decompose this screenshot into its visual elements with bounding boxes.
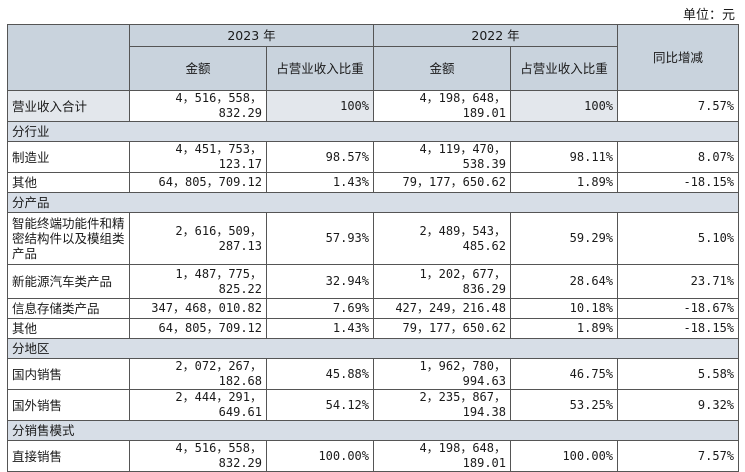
cell-amount-2022: 4，198，648，189.01 xyxy=(373,90,512,122)
cell-amount-2023: 64，805，709.12 xyxy=(129,172,267,193)
cell-yoy: 23.71% xyxy=(617,264,740,299)
section-title: 分行业 xyxy=(6,121,740,142)
cell-amount-2022: 427，249，216.48 xyxy=(373,298,512,319)
cell-amount-2022: 79，177，650.62 xyxy=(373,172,512,193)
row-label: 信息存储类产品 xyxy=(7,298,130,319)
cell-yoy: 8.07% xyxy=(617,141,740,173)
cell-amount-2023: 347，468，010.82 xyxy=(129,298,267,319)
cell-amount-2022: 1，962，780，994.63 xyxy=(373,358,512,390)
header-2022: 2022 年 xyxy=(373,24,619,47)
cell-ratio-2023: 98.57% xyxy=(265,141,375,173)
cell-yoy: -18.15% xyxy=(617,318,740,339)
cell-amount-2023: 2，072，267，182.68 xyxy=(129,358,267,390)
row-label: 营业收入合计 xyxy=(7,90,130,122)
header-amount-2022: 金额 xyxy=(373,46,512,91)
row-label: 新能源汽车类产品 xyxy=(7,264,130,299)
cell-yoy: 5.10% xyxy=(617,212,740,265)
section-title: 分地区 xyxy=(6,338,740,359)
row-label: 直接销售 xyxy=(7,440,130,472)
cell-ratio-2022: 1.89% xyxy=(510,172,619,193)
row-label: 国外销售 xyxy=(7,389,130,421)
cell-ratio-2023: 7.69% xyxy=(265,298,375,319)
row-label: 其他 xyxy=(7,318,130,339)
cell-amount-2022: 1，202，677，836.29 xyxy=(373,264,512,299)
table-row: 信息存储类产品 347，468，010.82 7.69% 427，249，216… xyxy=(7,298,740,319)
table-row: 其他 64，805，709.12 1.43% 79，177，650.62 1.8… xyxy=(7,172,740,193)
row-label: 制造业 xyxy=(7,141,130,173)
cell-amount-2022: 4，198，648，189.01 xyxy=(373,440,512,472)
row-label: 国内销售 xyxy=(7,358,130,390)
cell-ratio-2023: 1.43% xyxy=(265,172,375,193)
unit-label: 单位：元 xyxy=(682,8,735,23)
table-row: 新能源汽车类产品 1，487，775，825.22 32.94% 1，202，6… xyxy=(7,264,740,299)
cell-amount-2022: 4，119，470，538.39 xyxy=(373,141,512,173)
header-2023: 2023 年 xyxy=(128,24,375,47)
cell-ratio-2023: 45.88% xyxy=(265,358,375,390)
cell-yoy: 7.57% xyxy=(617,440,740,472)
section-row-sales-mode: 分销售模式 xyxy=(6,420,740,441)
section-row-industry: 分行业 xyxy=(6,121,740,142)
cell-ratio-2022: 53.25% xyxy=(510,389,619,421)
cell-ratio-2023: 1.43% xyxy=(265,318,375,339)
table-row: 智能终端功能件和精密结构件以及模组类产品 2，616，509，287.13 57… xyxy=(7,212,740,265)
cell-amount-2023: 4，516，558，832.29 xyxy=(129,90,267,122)
cell-yoy: -18.67% xyxy=(617,298,740,319)
cell-yoy: 7.57% xyxy=(617,90,740,122)
cell-yoy: 9.32% xyxy=(617,389,740,421)
cell-amount-2022: 79，177，650.62 xyxy=(373,318,512,339)
cell-ratio-2023: 100% xyxy=(265,90,375,122)
table-row: 其他 64，805，709.12 1.43% 79，177，650.62 1.8… xyxy=(7,318,740,339)
header-row-years: 2023 年 2022 年 同比增减 xyxy=(7,24,740,91)
header-corner xyxy=(7,24,130,91)
section-row-product: 分产品 xyxy=(6,192,740,213)
cell-ratio-2023: 100.00% xyxy=(265,440,375,472)
header-ratio-2023: 占营业收入比重 xyxy=(265,46,375,91)
header-amount-2023: 金额 xyxy=(129,46,267,91)
table-row: 制造业 4，451，753，123.17 98.57% 4，119，470，53… xyxy=(7,141,740,173)
cell-amount-2023: 4，451，753，123.17 xyxy=(129,141,267,173)
table-row: 国外销售 2，444，291，649.61 54.12% 2，235，867，1… xyxy=(7,389,740,421)
cell-ratio-2022: 46.75% xyxy=(510,358,619,390)
cell-ratio-2022: 100.00% xyxy=(510,440,619,472)
section-title: 分产品 xyxy=(6,192,740,213)
table-row: 直接销售 4，516，558，832.29 100.00% 4，198，648，… xyxy=(7,440,740,472)
section-row-region: 分地区 xyxy=(6,338,740,359)
header-row-columns: 金额 占营业收入比重 金额 占营业收入比重 xyxy=(8,46,739,91)
cell-ratio-2022: 59.29% xyxy=(510,212,619,265)
cell-amount-2022: 2，235，867，194.38 xyxy=(373,389,512,421)
cell-ratio-2022: 98.11% xyxy=(510,141,619,173)
cell-amount-2023: 4，516，558，832.29 xyxy=(129,440,267,472)
cell-ratio-2023: 57.93% xyxy=(265,212,375,265)
cell-ratio-2022: 10.18% xyxy=(510,298,619,319)
cell-amount-2023: 2，444，291，649.61 xyxy=(129,389,267,421)
row-label: 其他 xyxy=(7,172,130,193)
table-row: 国内销售 2，072，267，182.68 45.88% 1，962，780，9… xyxy=(7,358,740,390)
row-label: 智能终端功能件和精密结构件以及模组类产品 xyxy=(7,212,130,265)
cell-ratio-2022: 100% xyxy=(510,90,619,122)
header-yoy: 同比增减 xyxy=(617,24,740,91)
cell-amount-2023: 1，487，775，825.22 xyxy=(129,264,267,299)
cell-ratio-2023: 32.94% xyxy=(265,264,375,299)
table-row-total: 营业收入合计 4，516，558，832.29 100% 4，198，648，1… xyxy=(7,90,740,122)
revenue-table: 2023 年 2022 年 同比增减 金额 占营业收入比重 金额 占营业收入比重… xyxy=(6,24,740,472)
cell-amount-2023: 2，616，509，287.13 xyxy=(129,212,267,265)
cell-ratio-2023: 54.12% xyxy=(265,389,375,421)
cell-amount-2022: 2，489，543，485.62 xyxy=(373,212,512,265)
cell-yoy: 5.58% xyxy=(617,358,740,390)
cell-ratio-2022: 28.64% xyxy=(510,264,619,299)
cell-ratio-2022: 1.89% xyxy=(510,318,619,339)
section-title: 分销售模式 xyxy=(6,420,740,441)
header-ratio-2022: 占营业收入比重 xyxy=(510,46,619,91)
cell-amount-2023: 64，805，709.12 xyxy=(129,318,267,339)
cell-yoy: -18.15% xyxy=(617,172,740,193)
